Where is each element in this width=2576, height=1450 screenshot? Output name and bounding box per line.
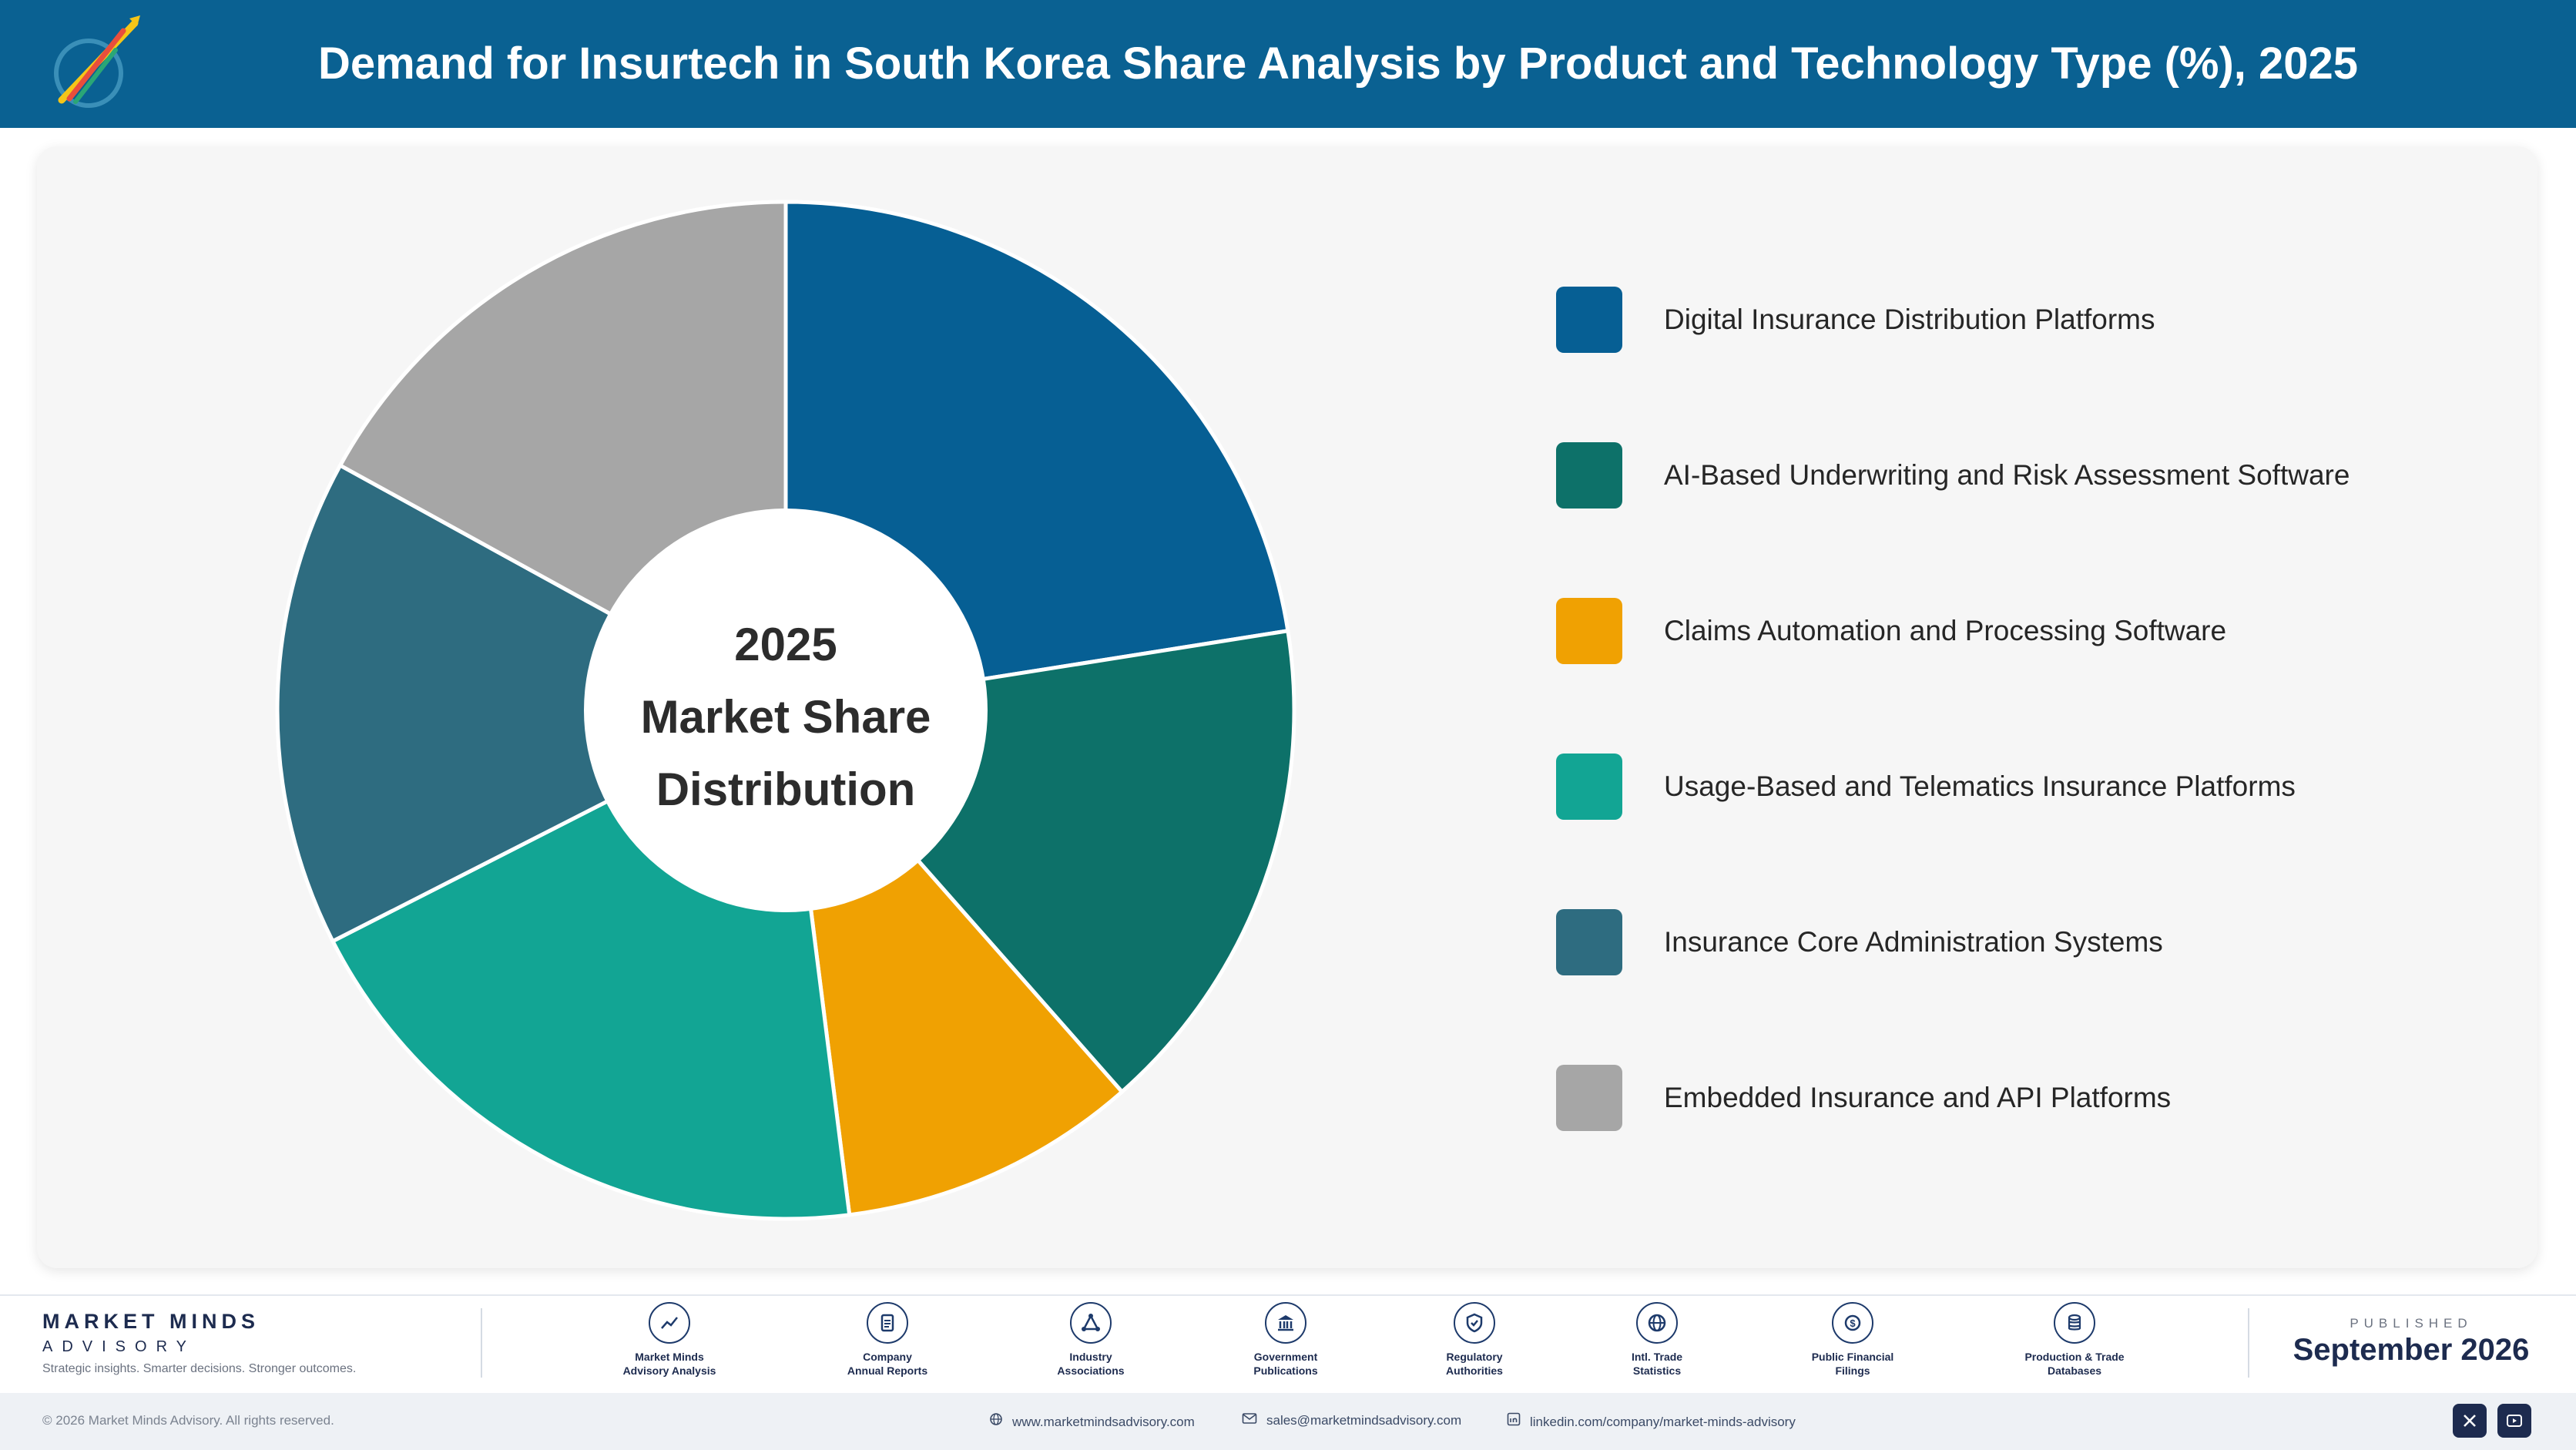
legend-swatch xyxy=(1556,598,1622,664)
legend-item[interactable]: Usage-Based and Telematics Insurance Pla… xyxy=(1556,754,2480,820)
youtube-social-icon[interactable] xyxy=(2497,1404,2531,1438)
website-text: www.marketmindsadvisory.com xyxy=(1012,1415,1195,1429)
database-icon xyxy=(2054,1302,2095,1344)
source-label: Market Minds Advisory Analysis xyxy=(622,1351,716,1377)
published-date: September 2026 xyxy=(2293,1333,2530,1367)
source-item[interactable]: Industry Associations xyxy=(1006,1302,1176,1378)
legend-label: Insurance Core Administration Systems xyxy=(1664,926,2163,958)
center-label-line-1: 2025 xyxy=(734,619,837,670)
source-item[interactable]: Production & Trade Databases xyxy=(1990,1302,2159,1378)
footer-brand-sub: ADVISORY xyxy=(42,1338,196,1355)
network-icon xyxy=(1070,1302,1112,1344)
source-label: Industry Associations xyxy=(1057,1351,1125,1377)
legend-swatch xyxy=(1556,287,1622,353)
mail-icon xyxy=(1242,1412,1257,1428)
legend-swatch xyxy=(1556,442,1622,509)
globe-icon xyxy=(1636,1302,1678,1344)
source-item[interactable]: Market Minds Advisory Analysis xyxy=(585,1302,754,1378)
market-minds-logo[interactable] xyxy=(39,8,154,123)
donut-hole xyxy=(584,509,988,912)
legend-item[interactable]: Claims Automation and Processing Softwar… xyxy=(1556,598,2480,664)
footer-brand-name: MARKET MINDS xyxy=(42,1310,260,1333)
source-label: Intl. Trade Statistics xyxy=(1631,1351,1683,1377)
linkedin-icon xyxy=(1507,1412,1521,1430)
chart-line-icon xyxy=(649,1302,690,1344)
document-icon xyxy=(867,1302,908,1344)
source-item[interactable]: Government Publications xyxy=(1201,1302,1370,1378)
x-social-icon[interactable] xyxy=(2453,1404,2487,1438)
source-item[interactable]: $ Public Financial Filings xyxy=(1768,1302,1937,1378)
shield-icon xyxy=(1454,1302,1495,1344)
footer-divider xyxy=(2248,1308,2249,1378)
footer-brand-tagline: Strategic insights. Smarter decisions. S… xyxy=(42,1362,357,1375)
email-text: sales@marketmindsadvisory.com xyxy=(1266,1413,1462,1428)
website-link[interactable]: www.marketmindsadvisory.com xyxy=(989,1412,1195,1430)
government-building-icon xyxy=(1265,1302,1306,1344)
svg-text:$: $ xyxy=(1850,1317,1856,1329)
donut-chart xyxy=(275,202,1294,1220)
dollar-coin-icon: $ xyxy=(1832,1302,1873,1344)
header-bar: Demand for Insurtech in South Korea Shar… xyxy=(0,0,2576,128)
pie-slice[interactable] xyxy=(275,462,790,944)
linkedin-link[interactable]: linkedin.com/company/market-minds-adviso… xyxy=(1507,1412,1796,1430)
source-label: Regulatory Authorities xyxy=(1446,1351,1503,1377)
legend-item[interactable]: AI-Based Underwriting and Risk Assessmen… xyxy=(1556,442,2480,509)
email-link[interactable]: sales@marketmindsadvisory.com xyxy=(1242,1412,1461,1428)
legend-swatch xyxy=(1556,909,1622,975)
legend-label: Digital Insurance Distribution Platforms xyxy=(1664,304,2155,335)
legend-label: Claims Automation and Processing Softwar… xyxy=(1664,615,2227,646)
source-item[interactable]: Company Annual Reports xyxy=(803,1302,972,1378)
source-item[interactable]: Regulatory Authorities xyxy=(1390,1302,1559,1378)
published-label: PUBLISHED xyxy=(2350,1316,2473,1331)
linkedin-text: linkedin.com/company/market-minds-adviso… xyxy=(1530,1415,1796,1429)
legend-item[interactable]: Digital Insurance Distribution Platforms xyxy=(1556,287,2480,353)
legend-swatch xyxy=(1556,754,1622,820)
source-label: Company Annual Reports xyxy=(847,1351,928,1377)
footer-divider xyxy=(481,1308,482,1378)
center-label-line-2: Market Share xyxy=(640,691,931,743)
copyright-text: © 2026 Market Minds Advisory. All rights… xyxy=(42,1413,334,1428)
page-title: Demand for Insurtech in South Korea Shar… xyxy=(317,39,2359,89)
source-label: Public Financial Filings xyxy=(1811,1351,1894,1377)
legend-item[interactable]: Embedded Insurance and API Platforms xyxy=(1556,1065,2480,1131)
donut-center-label: 2025 Market Share Distribution xyxy=(585,609,986,826)
legend-label: Embedded Insurance and API Platforms xyxy=(1664,1082,2172,1113)
legend-label: Usage-Based and Telematics Insurance Pla… xyxy=(1664,770,2296,802)
footer-contact-bar xyxy=(0,1393,2576,1450)
legend-item[interactable]: Insurance Core Administration Systems xyxy=(1556,909,2480,975)
source-item[interactable]: Intl. Trade Statistics xyxy=(1572,1302,1742,1378)
center-label-line-3: Distribution xyxy=(656,764,916,815)
legend-swatch xyxy=(1556,1065,1622,1131)
source-label: Production & Trade Databases xyxy=(2024,1351,2125,1377)
legend-label: AI-Based Underwriting and Risk Assessmen… xyxy=(1664,459,2350,491)
source-label: Government Publications xyxy=(1253,1351,1318,1377)
globe-icon xyxy=(989,1412,1003,1430)
